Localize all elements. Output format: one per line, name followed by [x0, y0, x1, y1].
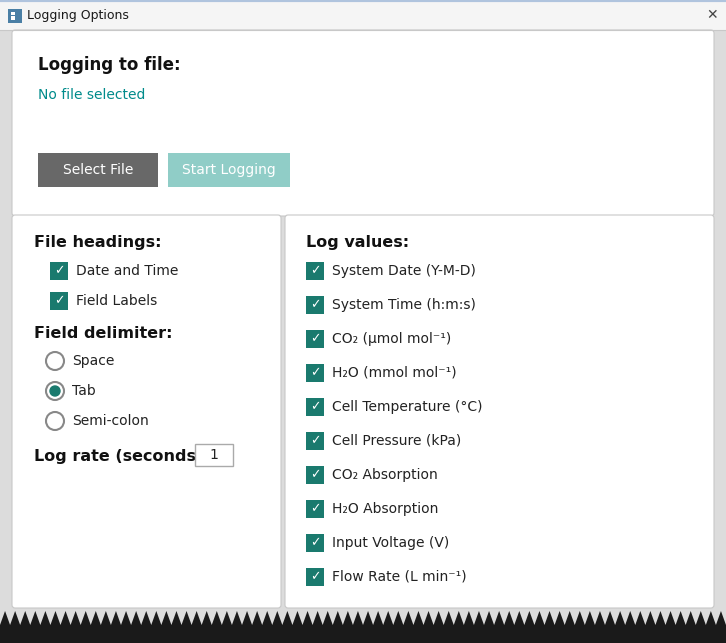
Circle shape — [46, 382, 64, 400]
Text: ✓: ✓ — [310, 570, 320, 583]
Bar — [306, 398, 324, 416]
Text: ✓: ✓ — [310, 332, 320, 345]
Text: ✓: ✓ — [310, 298, 320, 311]
Text: File headings:: File headings: — [34, 235, 161, 251]
Bar — [306, 466, 324, 484]
Text: Space: Space — [72, 354, 115, 368]
Text: Input Voltage (V): Input Voltage (V) — [332, 536, 449, 550]
Text: System Time (h:m:s): System Time (h:m:s) — [332, 298, 476, 312]
Text: ✓: ✓ — [310, 502, 320, 516]
Bar — [8, 9, 22, 23]
FancyBboxPatch shape — [12, 30, 714, 216]
Text: Semi-colon: Semi-colon — [72, 414, 149, 428]
Text: Tab: Tab — [72, 384, 96, 398]
Bar — [11, 12, 15, 15]
Text: Logging to file:: Logging to file: — [38, 56, 181, 74]
Bar — [11, 16, 15, 20]
Text: No file selected: No file selected — [38, 88, 145, 102]
Text: Logging Options: Logging Options — [27, 8, 129, 21]
Text: H₂O (mmol mol⁻¹): H₂O (mmol mol⁻¹) — [332, 366, 457, 380]
Text: Select File: Select File — [63, 163, 133, 177]
Bar — [306, 364, 324, 382]
Text: ✓: ✓ — [310, 536, 320, 550]
Text: Start Logging: Start Logging — [182, 163, 276, 177]
Bar — [50, 292, 68, 310]
Bar — [306, 568, 324, 586]
Bar — [306, 500, 324, 518]
Text: ✓: ✓ — [54, 264, 64, 278]
Text: Cell Temperature (°C): Cell Temperature (°C) — [332, 400, 483, 414]
Text: ✓: ✓ — [310, 401, 320, 413]
Bar — [306, 330, 324, 348]
Bar — [38, 153, 158, 187]
Text: System Date (Y-M-D): System Date (Y-M-D) — [332, 264, 476, 278]
Text: Field delimiter:: Field delimiter: — [34, 325, 173, 341]
Bar — [306, 296, 324, 314]
Text: 1: 1 — [210, 448, 219, 462]
Text: ✓: ✓ — [54, 294, 64, 307]
Text: Flow Rate (L min⁻¹): Flow Rate (L min⁻¹) — [332, 570, 467, 584]
Bar — [306, 432, 324, 450]
Text: H₂O Absorption: H₂O Absorption — [332, 502, 439, 516]
Text: ✓: ✓ — [310, 435, 320, 448]
Text: Log values:: Log values: — [306, 235, 409, 251]
Bar — [306, 262, 324, 280]
Bar — [50, 262, 68, 280]
Text: ✓: ✓ — [310, 264, 320, 278]
Circle shape — [46, 352, 64, 370]
Text: CO₂ Absorption: CO₂ Absorption — [332, 468, 438, 482]
Text: ✕: ✕ — [706, 8, 718, 22]
Text: Log rate (seconds):: Log rate (seconds): — [34, 449, 210, 464]
Bar — [0, 0, 726, 30]
FancyBboxPatch shape — [285, 215, 714, 608]
Text: ✓: ✓ — [310, 367, 320, 379]
Bar — [195, 444, 233, 466]
Text: Cell Pressure (kPa): Cell Pressure (kPa) — [332, 434, 461, 448]
FancyBboxPatch shape — [12, 215, 281, 608]
Text: CO₂ (μmol mol⁻¹): CO₂ (μmol mol⁻¹) — [332, 332, 452, 346]
Text: Date and Time: Date and Time — [76, 264, 179, 278]
Text: Field Labels: Field Labels — [76, 294, 158, 308]
Bar — [306, 534, 324, 552]
Text: ✓: ✓ — [310, 469, 320, 482]
Bar — [168, 153, 290, 187]
Circle shape — [50, 386, 60, 396]
Circle shape — [46, 412, 64, 430]
